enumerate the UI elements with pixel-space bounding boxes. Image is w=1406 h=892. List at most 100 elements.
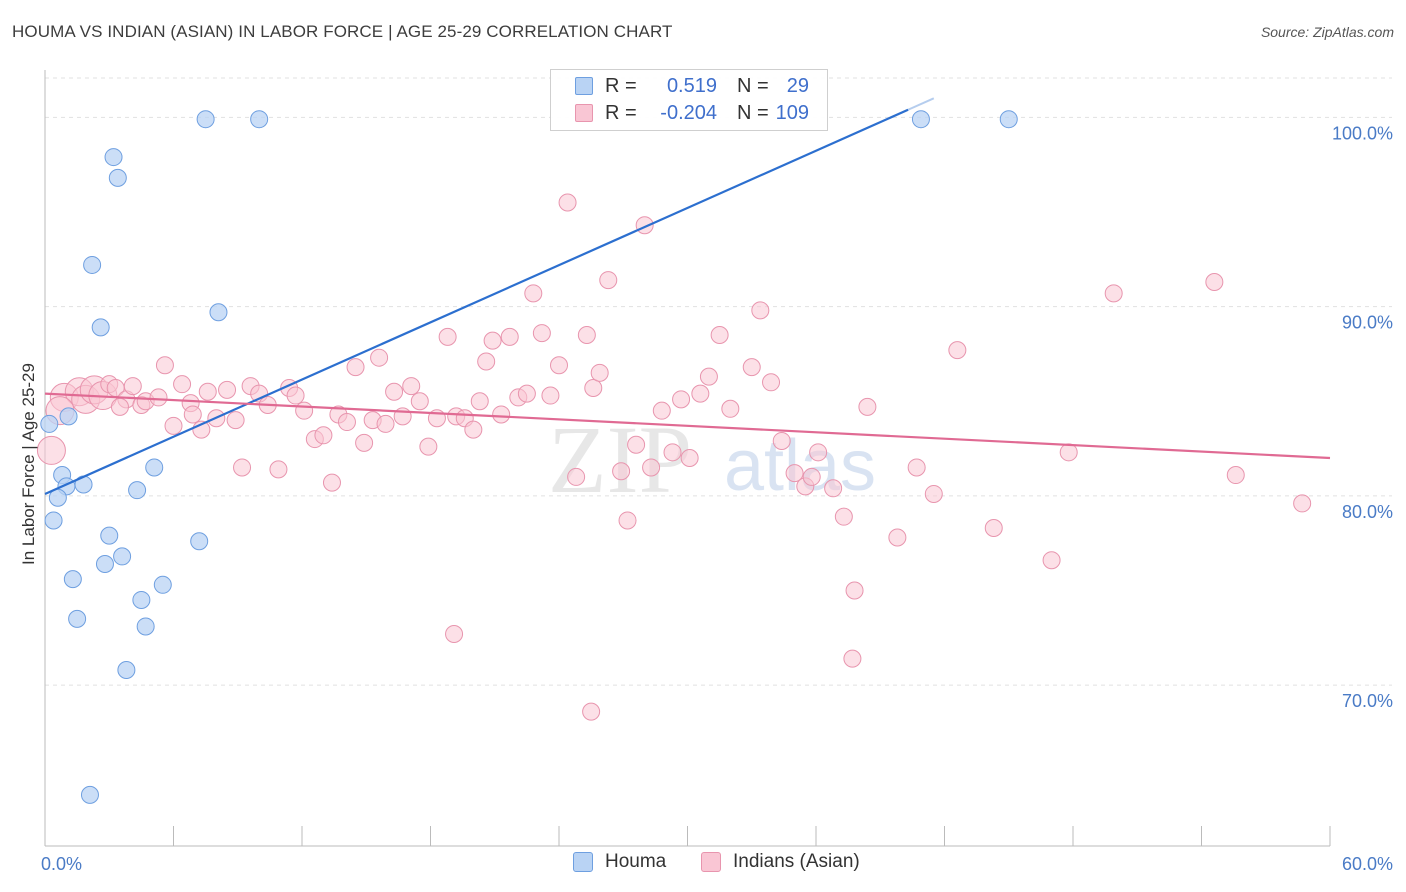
indian-point bbox=[691, 384, 710, 403]
houma-point bbox=[108, 168, 127, 187]
indian-point bbox=[233, 458, 252, 477]
legend-item-houma[interactable]: Houma bbox=[573, 851, 666, 873]
indian-point bbox=[385, 382, 404, 401]
indian-point bbox=[612, 462, 631, 481]
indian-point bbox=[123, 377, 142, 396]
legend-row-indians: R = -0.204 N = 109 bbox=[551, 100, 809, 126]
indian-point bbox=[663, 443, 682, 462]
houma-point bbox=[91, 318, 110, 337]
houma-point bbox=[136, 617, 155, 636]
indian-point bbox=[1042, 551, 1061, 570]
trend-lines bbox=[44, 97, 1331, 495]
houma-point bbox=[911, 110, 930, 129]
indian-point bbox=[550, 356, 568, 375]
indian-point bbox=[699, 367, 718, 386]
legend-label-houma: Houma bbox=[605, 851, 667, 872]
legend-n-label: N = bbox=[737, 101, 769, 124]
houma-point bbox=[132, 590, 151, 609]
legend-r-value: 0.519 bbox=[666, 74, 717, 97]
indian-point bbox=[984, 519, 1003, 538]
indian-point bbox=[470, 392, 489, 411]
indian-point bbox=[346, 358, 365, 377]
indian-point bbox=[370, 348, 389, 367]
y-tick-label: 100.0% bbox=[1332, 123, 1393, 143]
indian-point bbox=[517, 384, 536, 403]
houma-point bbox=[153, 575, 172, 594]
indian-point bbox=[464, 420, 483, 439]
indian-point bbox=[809, 443, 828, 462]
indian-point bbox=[155, 356, 174, 375]
indian-point bbox=[1205, 272, 1224, 291]
indian-point bbox=[410, 392, 429, 411]
tick-labels: 70.0% 80.0% 90.0% 100.0% 0.0% 60.0% bbox=[41, 123, 1393, 874]
indian-point bbox=[762, 373, 781, 392]
series-legend: Houma Indians (Asian) bbox=[0, 851, 1406, 877]
indian-point bbox=[218, 380, 237, 399]
series-houma bbox=[40, 110, 1018, 804]
indian-point bbox=[173, 375, 192, 394]
indians-legend-icon bbox=[701, 852, 721, 872]
indian-point bbox=[269, 460, 288, 479]
indian-point bbox=[567, 467, 586, 486]
indian-point bbox=[721, 399, 740, 418]
houma-point bbox=[128, 481, 147, 500]
legend-label-indians: Indians (Asian) bbox=[733, 851, 860, 872]
indian-point bbox=[164, 416, 183, 435]
indian-point bbox=[226, 411, 245, 430]
indian-point bbox=[751, 301, 770, 320]
indian-point bbox=[524, 284, 543, 303]
houma-legend-icon bbox=[573, 852, 593, 872]
indians-swatch-icon bbox=[575, 104, 593, 122]
indian-point bbox=[843, 649, 862, 668]
legend-r-label: R = bbox=[605, 74, 637, 97]
indian-point bbox=[858, 397, 877, 416]
y-axis-title: In Labor Force | Age 25-29 bbox=[19, 363, 38, 565]
indian-point bbox=[710, 325, 729, 344]
y-tick-label: 70.0% bbox=[1342, 691, 1393, 711]
indian-point bbox=[500, 327, 519, 346]
legend-item-indians[interactable]: Indians (Asian) bbox=[701, 851, 860, 873]
indian-point bbox=[477, 352, 496, 371]
x-tick-label-start: 0.0% bbox=[41, 854, 82, 874]
indian-point bbox=[492, 405, 511, 424]
indian-point bbox=[419, 437, 438, 456]
houma-point bbox=[209, 303, 228, 322]
legend-n-label: N = bbox=[737, 74, 769, 97]
houma-trend-line bbox=[44, 108, 909, 495]
indian-point bbox=[198, 382, 217, 401]
houma-point bbox=[104, 148, 123, 167]
indian-point bbox=[36, 435, 66, 465]
correlation-legend: R = 0.519 N = 29 R = -0.204 N = 109 bbox=[550, 69, 828, 131]
indian-point bbox=[627, 435, 646, 454]
indian-point bbox=[1059, 443, 1078, 462]
indian-point bbox=[314, 426, 333, 445]
indian-point bbox=[672, 390, 691, 409]
indian-point bbox=[845, 581, 864, 600]
indian-point bbox=[948, 341, 967, 360]
houma-point bbox=[80, 785, 99, 804]
indian-point bbox=[322, 473, 341, 492]
indian-point bbox=[355, 433, 374, 452]
houma-point bbox=[100, 526, 119, 545]
houma-point bbox=[190, 532, 209, 551]
series-indians-asian bbox=[36, 193, 1312, 721]
y-tick-label: 80.0% bbox=[1342, 502, 1393, 522]
indian-point bbox=[149, 388, 168, 407]
indian-point bbox=[907, 458, 926, 477]
houma-point bbox=[83, 255, 102, 274]
indian-point bbox=[532, 324, 551, 343]
indian-point bbox=[183, 405, 202, 424]
indian-point bbox=[1293, 494, 1312, 513]
chart-title: HOUMA VS INDIAN (ASIAN) IN LABOR FORCE |… bbox=[12, 22, 673, 41]
houma-point bbox=[999, 110, 1018, 129]
indian-point bbox=[110, 397, 129, 416]
indian-point bbox=[541, 386, 560, 405]
indian-point bbox=[785, 464, 804, 483]
indian-point bbox=[834, 507, 853, 526]
houma-point bbox=[113, 547, 132, 566]
indian-point bbox=[337, 413, 356, 432]
indian-point bbox=[652, 401, 671, 420]
legend-row-houma: R = 0.519 N = 29 bbox=[551, 73, 809, 99]
houma-point bbox=[40, 414, 59, 433]
